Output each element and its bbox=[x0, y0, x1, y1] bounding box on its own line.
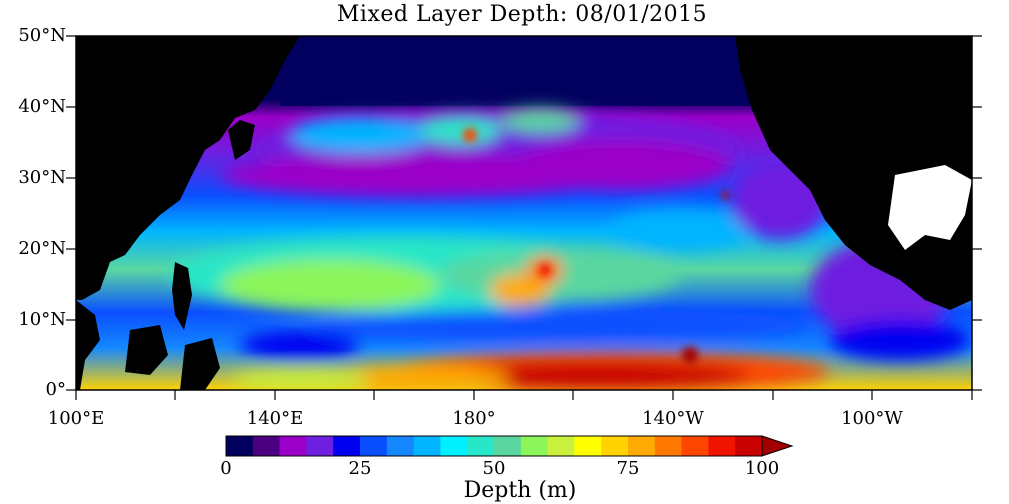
map-frame bbox=[75, 35, 973, 391]
lon-label: 140°W bbox=[642, 408, 704, 429]
lon-label: 100°W bbox=[841, 408, 903, 429]
colorbar-tick-label: 50 bbox=[482, 458, 506, 479]
lon-label: 140°E bbox=[246, 408, 304, 429]
asia-land bbox=[76, 36, 300, 300]
lat-label: 0° bbox=[45, 379, 66, 400]
lon-label: 180° bbox=[452, 408, 496, 429]
colorbar-overflow-arrow bbox=[761, 435, 794, 457]
colorbar-tick-label: 100 bbox=[744, 458, 780, 479]
axis-ticks bbox=[66, 35, 982, 400]
colorbar bbox=[225, 435, 794, 457]
colorbar-swatch bbox=[360, 436, 388, 456]
colorbar-swatch bbox=[547, 436, 575, 456]
colorbar-swatch bbox=[628, 436, 656, 456]
colorbar-swatch bbox=[735, 436, 763, 456]
lat-label: 30°N bbox=[18, 167, 66, 188]
colorbar-outline bbox=[225, 435, 763, 457]
lon-label: 100°E bbox=[47, 408, 105, 429]
colorbar-swatch bbox=[467, 436, 495, 456]
colorbar-swatch bbox=[520, 436, 549, 456]
mld-blobs bbox=[170, 108, 970, 390]
gulf-no-data bbox=[888, 165, 972, 250]
colorbar-swatch bbox=[708, 436, 736, 456]
colorbar-swatch bbox=[413, 436, 441, 456]
colorbar-swatch bbox=[681, 436, 709, 456]
lat-label: 50°N bbox=[18, 25, 66, 46]
colorbar-swatch bbox=[386, 436, 415, 456]
map-field bbox=[76, 36, 972, 390]
colorbar-swatch bbox=[601, 436, 629, 456]
lat-label: 40°N bbox=[18, 96, 66, 117]
colorbar-swatch bbox=[306, 436, 334, 456]
colorbar-swatch bbox=[440, 436, 468, 456]
colorbar-swatch bbox=[333, 436, 361, 456]
colorbar-title: Depth (m) bbox=[463, 478, 577, 503]
colorbar-swatch bbox=[279, 436, 307, 456]
colorbar-tick-label: 25 bbox=[348, 458, 372, 479]
colorbar-swatch bbox=[226, 436, 254, 456]
colorbar-tick-label: 75 bbox=[616, 458, 640, 479]
map-title: Mixed Layer Depth: 08/01/2015 bbox=[336, 2, 708, 27]
colorbar-tick-label: 0 bbox=[220, 458, 232, 479]
colorbar-swatch bbox=[494, 436, 522, 456]
lat-label: 20°N bbox=[18, 238, 66, 259]
colorbar-swatch bbox=[252, 436, 281, 456]
lat-label: 10°N bbox=[18, 309, 66, 330]
colorbar-swatch bbox=[574, 436, 602, 456]
colorbar-swatch bbox=[654, 436, 683, 456]
